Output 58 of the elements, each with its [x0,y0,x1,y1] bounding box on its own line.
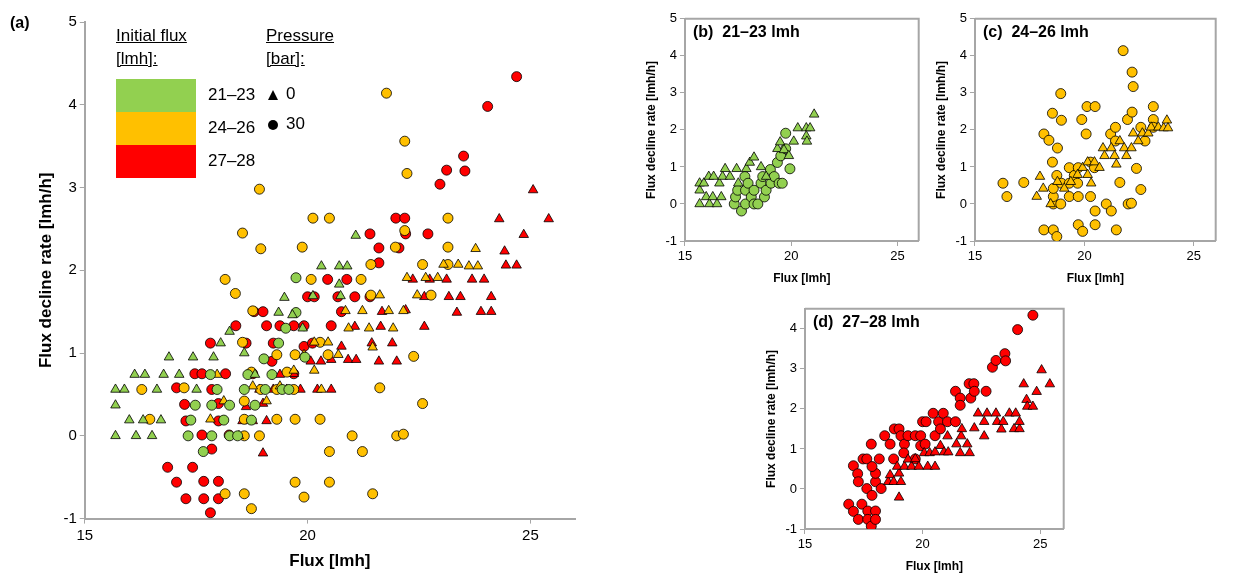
y-tick-label: 5 [669,10,677,26]
x-tick-label: 20 [783,248,799,264]
y-tick-label: 3 [68,177,77,195]
x-tick-label: 20 [299,525,316,543]
chart-title: (c) 24–26 lmh [982,23,1089,41]
x-tick-label: 15 [967,248,983,264]
y-axis-title: Flux decline rate [lmh/h] [933,60,948,199]
x-tick-label: 15 [76,525,94,543]
y-tick-label: 5 [68,12,77,30]
y-tick-label: 3 [789,360,797,376]
x-tick-label: 25 [1032,536,1048,552]
x-tick-label: 25 [890,248,905,264]
y-tick-label: 5 [959,10,967,26]
y-tick-label: 1 [68,343,77,361]
x-axis-title: Flux [lmh] [773,271,831,286]
y-tick-label: 4 [959,47,967,63]
annotation: Initial flux [lmh]: [116,25,188,70]
y-tick-label: 1 [669,158,677,174]
y-tick-label: -1 [665,232,677,248]
chart-title: (d) 27–28 lmh [812,313,920,331]
x-tick-label: 25 [1186,248,1202,264]
y-tick-label: 0 [959,195,967,211]
y-tick-label: 4 [669,47,677,63]
x-axis-title: Flux [lmh] [905,559,963,574]
y-axis-title: Flux decline rate [lmh/h] [35,172,55,369]
y-tick-label: 2 [669,121,677,137]
y-tick-label: 3 [959,84,967,100]
chart-title: (a) [10,14,30,32]
y-axis-title: Flux decline rate [lmh/h] [763,349,778,488]
y-tick-label: 0 [68,425,77,443]
x-axis-title: Flux [lmh] [289,551,371,571]
y-tick-label: 3 [669,84,677,100]
x-tick-label: 15 [797,536,813,552]
y-tick-label: 2 [68,260,77,278]
y-tick-label: 4 [68,94,77,112]
annotation: 27–28 [208,151,256,171]
x-tick-label: 15 [677,248,693,264]
y-tick-label: -1 [955,232,967,248]
annotation: 30 [286,114,305,134]
x-axis-title: Flux [lmh] [1066,271,1124,286]
y-axis-title: Flux decline rate [lmh/h] [643,60,658,199]
y-tick-label: 4 [789,320,797,336]
y-tick-label: 1 [789,440,797,456]
annotation: 24–26 [208,118,256,138]
y-tick-label: -1 [63,508,77,526]
annotation: Pressure [bar]: [266,25,336,70]
annotation: 21–23 [208,85,256,105]
y-tick-label: 1 [959,158,967,174]
annotation: 0 [286,84,296,104]
y-tick-label: 0 [669,195,677,211]
x-tick-label: 20 [1077,248,1092,264]
chart-title: (b) 21–23 lmh [692,23,800,41]
x-tick-label: 20 [915,536,930,552]
y-tick-label: 2 [789,400,797,416]
y-tick-label: 0 [789,480,797,496]
y-tick-label: -1 [785,520,797,536]
y-tick-label: 2 [959,121,967,137]
x-tick-label: 25 [522,525,539,543]
